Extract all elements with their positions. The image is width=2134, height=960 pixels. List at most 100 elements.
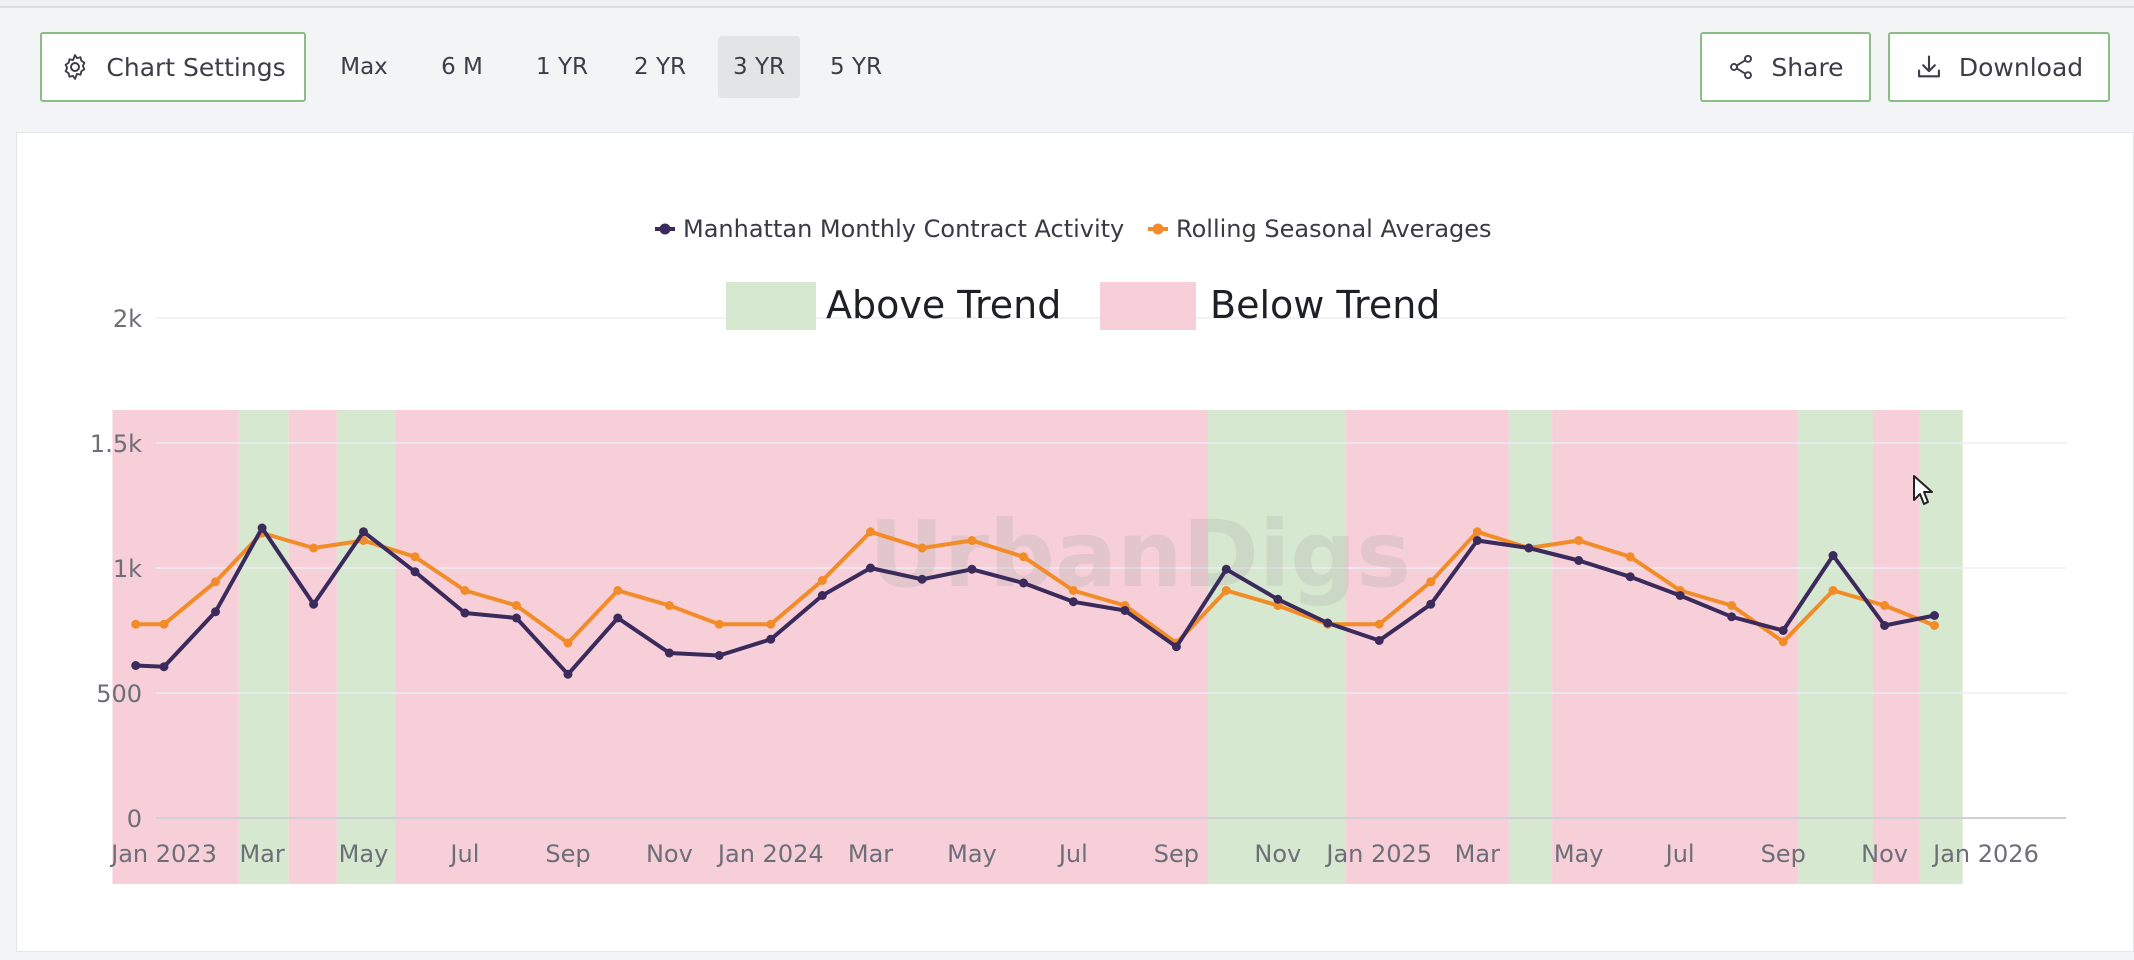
y-axis-ticks: 0 500 1k 1.5k 2k xyxy=(90,305,142,833)
share-button[interactable]: Share xyxy=(1700,32,1871,102)
data-point xyxy=(1880,601,1890,610)
data-point xyxy=(664,601,674,610)
data-point xyxy=(1018,578,1028,588)
data-point xyxy=(511,613,521,623)
x-tick-label: Nov xyxy=(1254,840,1301,868)
data-point xyxy=(1374,619,1384,629)
data-point xyxy=(1068,586,1078,595)
data-point xyxy=(613,586,623,595)
chart-toolbar: Chart Settings Max 6 M 1 YR 2 YR 3 YR 5 YR Sh… xyxy=(0,30,2134,106)
x-tick-label: Nov xyxy=(646,840,693,868)
x-tick-label: Mar xyxy=(239,840,284,868)
above-trend-swatch xyxy=(726,282,816,330)
trend-band-below xyxy=(395,410,1208,884)
trend-band-above xyxy=(1508,410,1553,884)
x-tick-label: May xyxy=(1554,840,1604,868)
data-point xyxy=(1625,572,1635,582)
range-button-5yr[interactable]: 5 YR xyxy=(830,54,882,80)
x-tick-label: Mar xyxy=(848,840,893,868)
trend-band-below xyxy=(288,410,337,884)
data-point xyxy=(563,638,573,648)
trend-band-above xyxy=(1207,410,1346,884)
data-point xyxy=(1574,536,1584,545)
data-point xyxy=(817,576,827,585)
legend-swatch-marker xyxy=(659,223,671,235)
x-tick-label: Sep xyxy=(1761,840,1806,868)
data-point xyxy=(917,543,927,553)
data-point xyxy=(159,619,169,629)
top-divider xyxy=(0,0,2134,8)
trend-band-below xyxy=(1872,410,1920,884)
data-point xyxy=(1221,586,1231,595)
data-point xyxy=(1171,642,1181,652)
y-tick-label: 2k xyxy=(113,305,142,333)
legend-label: Rolling Seasonal Averages xyxy=(1176,215,1492,243)
trend-band-above xyxy=(1798,410,1873,884)
data-point xyxy=(1273,601,1283,610)
data-point xyxy=(1426,577,1436,587)
y-tick-label: 1k xyxy=(113,555,142,583)
data-point xyxy=(410,552,420,562)
data-point xyxy=(1374,636,1384,645)
data-point xyxy=(1221,564,1231,574)
share-icon xyxy=(1730,54,1753,80)
data-point xyxy=(817,591,827,600)
range-button-1yr[interactable]: 1 YR xyxy=(536,54,588,80)
x-tick-label: Jan 2025 xyxy=(1324,840,1432,868)
chart-settings-button[interactable]: Chart Settings xyxy=(40,32,306,102)
data-point xyxy=(1574,556,1584,565)
data-point xyxy=(460,586,470,595)
above-trend-label: Above Trend xyxy=(826,283,1061,327)
data-point xyxy=(967,536,977,545)
x-tick-label: Sep xyxy=(545,840,590,868)
trend-legend: Above Trend Below Trend xyxy=(726,282,1440,330)
data-point xyxy=(1727,601,1737,610)
trend-band-below xyxy=(112,410,239,884)
data-point xyxy=(1828,551,1838,560)
gridlines xyxy=(156,317,2066,819)
data-point xyxy=(1018,552,1028,562)
data-point xyxy=(1273,594,1283,604)
data-point xyxy=(257,523,267,533)
range-button-3yr[interactable]: 3 YR xyxy=(718,36,800,98)
data-point xyxy=(309,599,319,609)
chart-settings-label: Chart Settings xyxy=(106,52,286,82)
data-point xyxy=(309,543,319,553)
trend-band-below xyxy=(1345,410,1509,884)
trend-band-below xyxy=(1552,410,1799,884)
data-point xyxy=(714,651,724,660)
data-point xyxy=(159,662,169,672)
range-button-max[interactable]: Max xyxy=(340,54,388,80)
legend-swatch-marker xyxy=(1152,223,1164,235)
x-tick-label: May xyxy=(339,840,389,868)
data-point xyxy=(967,564,977,574)
legend-label: Manhattan Monthly Contract Activity xyxy=(683,215,1124,243)
data-point xyxy=(1323,618,1333,628)
data-point xyxy=(1472,527,1482,537)
data-point xyxy=(511,601,521,610)
watermark-text: UrbanDigs xyxy=(869,501,1411,608)
x-tick-label: Nov xyxy=(1861,840,1908,868)
download-button[interactable]: Download xyxy=(1888,32,2110,102)
trend-band-above xyxy=(238,410,289,884)
x-tick-label: Jan 2023 xyxy=(109,840,217,868)
x-tick-label: Jan 2026 xyxy=(1931,840,2039,868)
data-point xyxy=(1778,626,1788,635)
x-tick-label: Jan 2024 xyxy=(716,840,824,868)
data-point xyxy=(131,661,141,670)
range-button-6m[interactable]: 6 M xyxy=(441,54,483,80)
range-button-2yr[interactable]: 2 YR xyxy=(634,54,686,80)
data-point xyxy=(131,619,141,629)
data-point xyxy=(1880,621,1890,630)
series-rolling-average xyxy=(131,527,1939,648)
y-tick-label: 0 xyxy=(127,805,142,833)
x-tick-label: Sep xyxy=(1154,840,1199,868)
data-point xyxy=(714,619,724,629)
trend-bands xyxy=(112,410,1963,884)
x-tick-label: May xyxy=(947,840,997,868)
data-point xyxy=(664,648,674,658)
x-tick-label: Mar xyxy=(1455,840,1500,868)
data-point xyxy=(211,577,221,587)
data-point xyxy=(1625,552,1635,562)
data-point xyxy=(1778,637,1788,647)
